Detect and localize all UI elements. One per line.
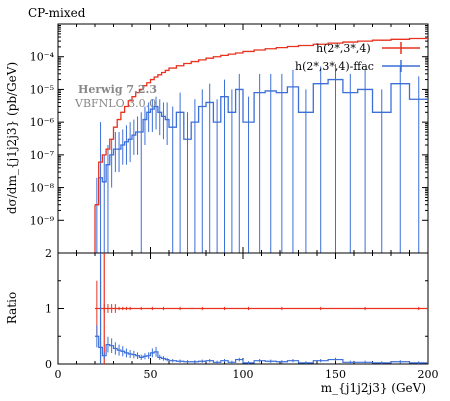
x-tick-label: 50 <box>144 368 158 381</box>
vbfnlo-label: VBFNLO 3.0.0 <box>74 97 156 110</box>
legend-entry-h: h(2*,3*,4) <box>316 42 371 55</box>
ratio-series <box>95 253 428 364</box>
main-y-tick-label: 10⁻⁸ <box>30 182 55 195</box>
series-main <box>94 37 428 253</box>
y-axis-label: dσ/dm_{j1j2j3} (pb/GeV) <box>5 62 19 214</box>
y-axis-title: dσ/dm_{j1j2j3} (pb/GeV) <box>5 62 19 214</box>
main-y-tick-label: 10⁻⁴ <box>30 51 55 64</box>
chart-title: CP-mixed <box>28 6 86 20</box>
main-panel: 10⁻⁹ 10⁻⁸ 10⁻⁷ 10⁻⁶ 10⁻⁵ 10⁻⁴ Herwig 7.2.3 VB… <box>30 23 429 254</box>
ratio-x-ticks: 0 50 100 150 200 <box>55 253 439 381</box>
main-y-tick-label: 10⁻⁵ <box>30 83 54 96</box>
series-ffac <box>95 63 428 253</box>
ratio-y-tick-label: 2 <box>45 247 52 260</box>
ratio-y-tick-label: 0 <box>45 358 52 371</box>
ratio-y-tick-label: 1 <box>45 303 52 316</box>
x-tick-label: 100 <box>233 368 254 381</box>
main-y-tick-label: 10⁻⁹ <box>30 214 55 227</box>
main-y-ticks: 10⁻⁹ 10⁻⁸ 10⁻⁷ 10⁻⁶ 10⁻⁵ 10⁻⁴ <box>30 24 428 227</box>
series-ffac-line <box>95 78 428 206</box>
ratio-panel: 0 1 2 0 50 100 150 200 <box>45 247 439 381</box>
x-tick-label: 0 <box>55 368 62 381</box>
main-y-tick-label: 10⁻⁶ <box>30 116 55 129</box>
ratio-axis-title: Ratio <box>5 292 19 324</box>
x-tick-label: 200 <box>418 368 439 381</box>
x-axis-label: m_{j1j2j3} (GeV) <box>321 381 426 395</box>
ratio-axis-label: Ratio <box>5 292 19 324</box>
main-y-tick-label: 10⁻⁷ <box>30 149 55 162</box>
legend-entry-ffac: h(2*,3*,4)-ffac <box>295 60 374 73</box>
legend: h(2*,3*,4) h(2*,3*,4)-ffac <box>295 42 420 73</box>
series-h-line <box>95 37 428 206</box>
x-tick-label: 150 <box>325 368 346 381</box>
ratio-ffac-line <box>95 335 428 364</box>
herwig-label: Herwig 7.2.3 <box>78 83 157 96</box>
